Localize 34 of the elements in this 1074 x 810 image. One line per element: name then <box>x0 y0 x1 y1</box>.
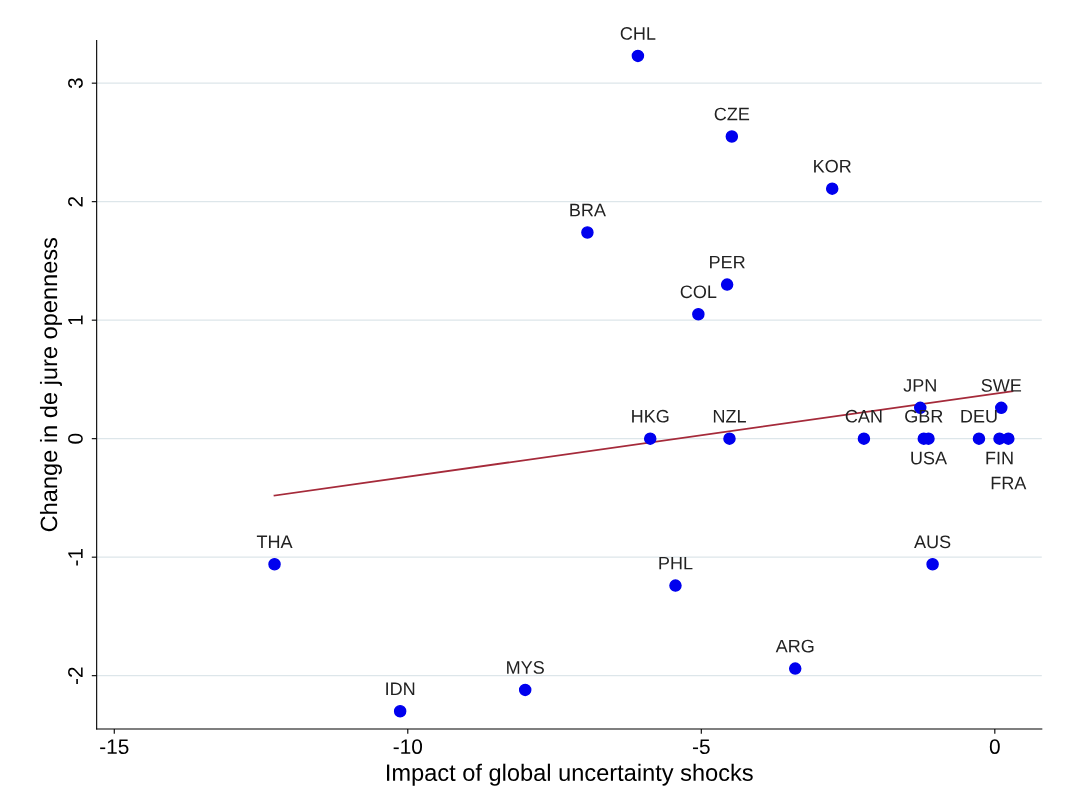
x-tick-label: 0 <box>989 739 1000 755</box>
y-tick-label: -1 <box>68 548 83 566</box>
data-label: BRA <box>570 203 606 217</box>
data-label: SWE <box>981 379 1022 392</box>
data-label: AUS <box>914 535 951 549</box>
data-label: KOR <box>814 159 851 173</box>
data-label: ARG <box>775 639 814 653</box>
data-label: FIN <box>986 451 1013 465</box>
data-label: CHL <box>620 27 656 40</box>
data-label: THA <box>256 535 293 549</box>
x-tick-label: -10 <box>393 739 423 755</box>
data-label: CZE <box>714 107 750 121</box>
y-tick-label: 1 <box>68 315 83 325</box>
y-axis-title: Change in de jure openness <box>39 237 62 532</box>
y-tick-label: 2 <box>68 196 83 207</box>
data-label: PHL <box>659 556 693 570</box>
x-axis-title: Impact of global uncertainty shocks <box>387 763 753 786</box>
data-label: PER <box>710 255 745 269</box>
x-tick-label: -15 <box>100 739 129 755</box>
data-label: HKG <box>632 409 669 423</box>
data-label: COL <box>680 285 717 299</box>
y-tick-label: 3 <box>68 78 83 89</box>
data-label: MYS <box>507 661 544 674</box>
data-label: USA <box>911 451 948 465</box>
data-label: IDN <box>386 682 415 695</box>
y-tick-label: -2 <box>68 667 83 685</box>
data-label: NZL <box>713 410 746 423</box>
data-label: JPN <box>903 379 936 392</box>
x-tick-label: -5 <box>692 739 710 755</box>
data-label: GBR <box>905 409 943 423</box>
data-label: DEU <box>961 410 997 423</box>
data-label: FRA <box>991 476 1027 490</box>
y-tick-label: 0 <box>68 433 83 444</box>
data-label: CAN <box>845 409 882 423</box>
